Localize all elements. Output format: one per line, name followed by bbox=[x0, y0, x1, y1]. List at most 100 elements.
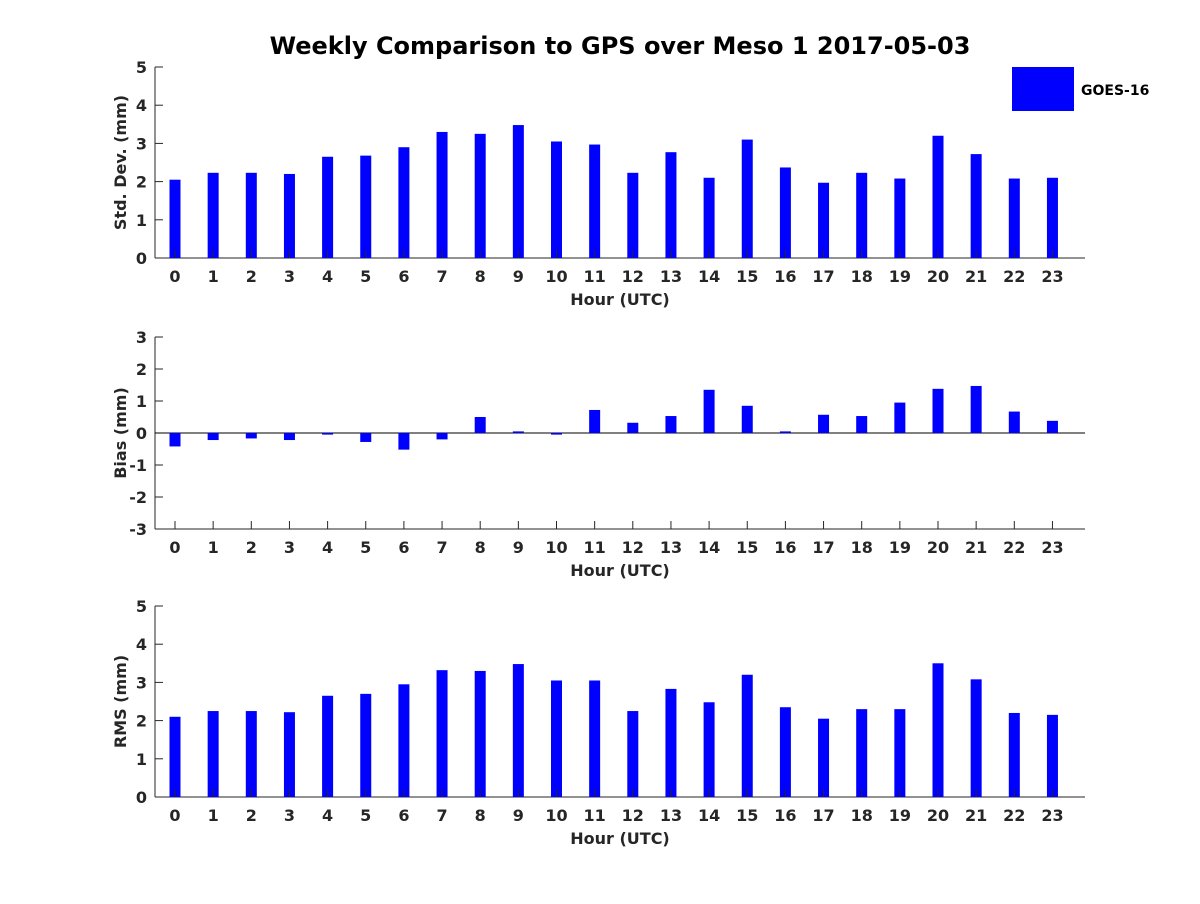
bar-hour-17 bbox=[818, 182, 830, 258]
bias-x-axis-label: Hour (UTC) bbox=[570, 561, 670, 580]
y-tick-label: 3 bbox=[136, 328, 147, 347]
bar-hour-3 bbox=[283, 173, 295, 258]
x-tick-label: 23 bbox=[1041, 267, 1063, 286]
bar-hour-20 bbox=[932, 663, 944, 797]
x-tick-label: 17 bbox=[812, 267, 834, 286]
x-tick-label: 14 bbox=[698, 806, 720, 825]
x-tick-label: 4 bbox=[322, 806, 333, 825]
bar-hour-1 bbox=[207, 711, 219, 797]
bar-hour-1 bbox=[207, 433, 219, 441]
x-tick-label: 6 bbox=[398, 267, 409, 286]
x-tick-label: 18 bbox=[851, 538, 873, 557]
x-tick-label: 2 bbox=[246, 806, 257, 825]
x-tick-label: 20 bbox=[927, 538, 949, 557]
x-tick-label: 11 bbox=[584, 538, 606, 557]
x-tick-label: 7 bbox=[436, 806, 447, 825]
x-tick-label: 18 bbox=[851, 267, 873, 286]
rms-x-axis-label: Hour (UTC) bbox=[570, 829, 670, 848]
bar-hour-22 bbox=[1008, 178, 1020, 258]
y-tick-label: 1 bbox=[136, 750, 147, 769]
x-tick-label: 9 bbox=[513, 806, 524, 825]
bar-hour-17 bbox=[818, 414, 830, 433]
x-tick-label: 12 bbox=[622, 806, 644, 825]
legend-swatch bbox=[1012, 67, 1074, 111]
x-tick-label: 15 bbox=[736, 806, 758, 825]
bar-hour-18 bbox=[856, 709, 868, 797]
bar-hour-12 bbox=[627, 711, 639, 797]
x-tick-label: 21 bbox=[965, 538, 987, 557]
bar-hour-21 bbox=[970, 154, 982, 258]
x-tick-label: 7 bbox=[436, 538, 447, 557]
bar-hour-13 bbox=[665, 688, 677, 797]
x-tick-label: 8 bbox=[475, 267, 486, 286]
bar-hour-2 bbox=[245, 433, 257, 439]
bar-hour-22 bbox=[1008, 411, 1020, 433]
bar-hour-18 bbox=[856, 416, 868, 433]
x-tick-label: 16 bbox=[774, 806, 796, 825]
x-tick-label: 11 bbox=[584, 806, 606, 825]
x-tick-label: 5 bbox=[360, 806, 371, 825]
x-tick-label: 22 bbox=[1003, 538, 1025, 557]
x-tick-label: 4 bbox=[322, 267, 333, 286]
x-tick-label: 21 bbox=[965, 267, 987, 286]
y-tick-label: 2 bbox=[136, 712, 147, 731]
rms-y-axis-label: RMS (mm) bbox=[111, 655, 130, 748]
bar-hour-11 bbox=[589, 680, 601, 797]
y-tick-label: 0 bbox=[136, 788, 147, 807]
bar-hour-16 bbox=[779, 167, 791, 258]
chart-title: Weekly Comparison to GPS over Meso 1 201… bbox=[270, 32, 971, 60]
y-tick-label: 0 bbox=[136, 424, 147, 443]
y-tick-label: 4 bbox=[136, 96, 147, 115]
bar-hour-23 bbox=[1046, 714, 1058, 797]
bar-hour-14 bbox=[703, 389, 715, 433]
bar-hour-1 bbox=[207, 172, 219, 258]
bar-hour-0 bbox=[169, 179, 181, 258]
x-tick-label: 12 bbox=[622, 267, 644, 286]
x-tick-label: 1 bbox=[208, 806, 219, 825]
x-tick-label: 19 bbox=[889, 806, 911, 825]
y-tick-label: -1 bbox=[129, 456, 147, 475]
x-tick-label: 20 bbox=[927, 806, 949, 825]
bar-hour-9 bbox=[512, 431, 524, 433]
bar-hour-16 bbox=[779, 431, 791, 433]
x-tick-label: 15 bbox=[736, 267, 758, 286]
x-tick-label: 23 bbox=[1041, 806, 1063, 825]
bar-hour-4 bbox=[322, 433, 334, 435]
x-tick-label: 0 bbox=[169, 538, 180, 557]
bar-hour-4 bbox=[322, 156, 334, 258]
bar-hour-5 bbox=[360, 693, 372, 797]
x-tick-label: 6 bbox=[398, 538, 409, 557]
y-tick-label: 1 bbox=[136, 211, 147, 230]
bar-hour-19 bbox=[894, 402, 906, 433]
x-tick-label: 16 bbox=[774, 267, 796, 286]
bar-hour-0 bbox=[169, 433, 181, 447]
legend-label: GOES-16 bbox=[1081, 83, 1149, 99]
x-tick-label: 14 bbox=[698, 267, 720, 286]
x-tick-label: 0 bbox=[169, 806, 180, 825]
bar-hour-22 bbox=[1008, 712, 1020, 797]
bar-hour-3 bbox=[283, 712, 295, 797]
x-tick-label: 21 bbox=[965, 806, 987, 825]
std-dev-x-axis-label: Hour (UTC) bbox=[570, 290, 670, 309]
legend: GOES-16 bbox=[1012, 67, 1149, 111]
bias-y-axis-label: Bias (mm) bbox=[111, 387, 130, 479]
x-tick-label: 6 bbox=[398, 806, 409, 825]
bar-hour-14 bbox=[703, 177, 715, 258]
x-tick-label: 23 bbox=[1041, 538, 1063, 557]
x-tick-label: 20 bbox=[927, 267, 949, 286]
x-tick-label: 16 bbox=[774, 538, 796, 557]
x-tick-label: 13 bbox=[660, 806, 682, 825]
bar-hour-6 bbox=[398, 147, 410, 258]
bar-hour-8 bbox=[474, 670, 486, 797]
y-tick-label: 2 bbox=[136, 360, 147, 379]
x-tick-label: 3 bbox=[284, 806, 295, 825]
x-tick-label: 9 bbox=[513, 538, 524, 557]
bar-hour-21 bbox=[970, 679, 982, 797]
y-tick-label: 2 bbox=[136, 173, 147, 192]
bar-hour-19 bbox=[894, 178, 906, 258]
bar-hour-15 bbox=[741, 674, 753, 797]
x-tick-label: 2 bbox=[246, 267, 257, 286]
